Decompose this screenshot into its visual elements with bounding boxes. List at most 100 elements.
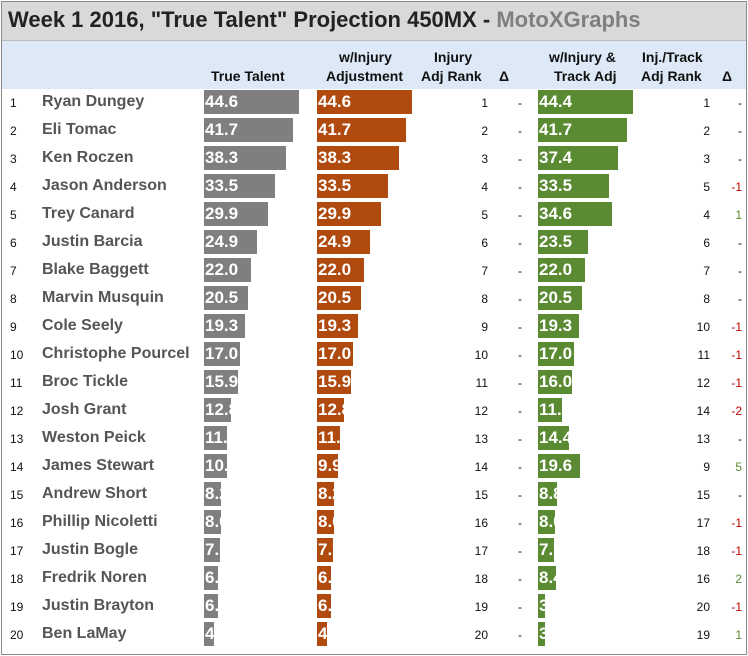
row-index: 20 (10, 628, 24, 642)
injury-rank-delta: - (518, 96, 522, 110)
label-injury-adjustment: 22.0 (318, 260, 352, 279)
label-true-talent: 10.9 (205, 456, 239, 475)
row-index: 3 (10, 152, 17, 166)
track-adj-rank: 18 (696, 544, 710, 558)
track-rank-delta: - (738, 264, 742, 278)
label-true-talent: 7.7 (205, 540, 229, 559)
injury-adj-rank: 15 (474, 488, 488, 502)
label-track-adjustment: 44.4 (539, 92, 573, 111)
track-rank-delta: -1 (731, 320, 742, 334)
bar-true-talent (204, 118, 293, 142)
bar-injury-adjustment (317, 314, 358, 338)
injury-rank-delta: - (518, 544, 522, 558)
track-adj-rank: 6 (703, 236, 710, 250)
bar-injury-adjustment (317, 510, 334, 534)
header-track-rank-line1: Inj./Track (642, 49, 703, 65)
track-rank-delta: -1 (731, 376, 742, 390)
injury-rank-delta: - (518, 432, 522, 446)
injury-rank-delta: - (518, 376, 522, 390)
bar-injury-adjustment (317, 342, 353, 366)
row-index: 2 (10, 124, 17, 138)
injury-adj-rank: 10 (474, 348, 488, 362)
label-injury-adjustment: 20.5 (318, 288, 352, 307)
header-injury-rank-line1: Injury (434, 49, 473, 65)
label-injury-adjustment: 9.9 (318, 456, 342, 475)
rider-name: Weston Peick (42, 429, 146, 446)
bar-track-adjustment (538, 342, 574, 366)
bar-injury-adjustment (317, 146, 399, 170)
label-track-adjustment: 20.5 (539, 288, 573, 307)
rider-name: Ben LaMay (42, 625, 127, 642)
bar-track-adjustment (538, 454, 580, 478)
label-true-talent: 41.7 (205, 120, 239, 139)
label-track-adjustment: 8.0 (539, 512, 563, 531)
bar-true-talent (204, 258, 251, 282)
row-index: 5 (10, 208, 17, 222)
bar-true-talent (204, 90, 299, 114)
bar-true-talent (204, 314, 245, 338)
header-injury-rank-line2: Adj Rank (421, 68, 482, 84)
track-rank-delta: -1 (731, 544, 742, 558)
injury-rank-delta: - (518, 236, 522, 250)
bar-track-adjustment (538, 230, 588, 254)
bar-track-adjustment (538, 398, 562, 422)
bar-true-talent (204, 622, 214, 646)
row-index: 17 (10, 544, 24, 558)
rider-name: Cole Seely (42, 317, 123, 334)
bar-injury-adjustment (317, 202, 381, 226)
track-rank-delta: 1 (735, 208, 742, 222)
header-injury-adj-line1: w/Injury (339, 49, 392, 65)
label-track-adjustment: 23.5 (539, 232, 573, 251)
label-true-talent: 19.3 (205, 316, 239, 335)
header-true-talent: True Talent (211, 68, 285, 84)
injury-adj-rank: 20 (474, 628, 488, 642)
label-injury-adjustment: 8.2 (318, 484, 342, 503)
label-track-adjustment: 11.3 (539, 400, 572, 419)
row-index: 16 (10, 516, 24, 530)
track-rank-delta: - (738, 124, 742, 138)
label-true-talent: 4.7 (205, 624, 229, 643)
track-rank-delta: - (738, 152, 742, 166)
bar-true-talent (204, 482, 221, 506)
injury-adj-rank: 14 (474, 460, 488, 474)
injury-adj-rank: 12 (474, 404, 488, 418)
row-index: 1 (10, 96, 17, 110)
injury-rank-delta: - (518, 320, 522, 334)
rider-name: Christophe Pourcel (42, 345, 190, 362)
injury-adj-rank: 19 (474, 600, 488, 614)
track-rank-delta: -1 (731, 180, 742, 194)
label-injury-adjustment: 29.9 (318, 204, 352, 223)
label-track-adjustment: 16.0 (539, 372, 573, 391)
label-injury-adjustment: 41.7 (318, 120, 352, 139)
bar-injury-adjustment (317, 622, 327, 646)
track-adj-rank: 11 (697, 348, 710, 362)
header-track-adj-line1: w/Injury & (549, 49, 616, 65)
rider-name: Justin Brayton (42, 597, 155, 614)
track-rank-delta: -1 (731, 516, 742, 530)
label-track-adjustment: 7.7 (539, 540, 563, 559)
bar-true-talent (204, 174, 275, 198)
bar-track-adjustment (538, 594, 545, 618)
row-index: 7 (10, 264, 17, 278)
injury-rank-delta: - (518, 488, 522, 502)
injury-rank-delta: - (518, 516, 522, 530)
rider-name: Ryan Dungey (42, 93, 145, 110)
injury-rank-delta: - (518, 572, 522, 586)
rider-name: Blake Baggett (42, 261, 149, 278)
label-true-talent: 6.7 (205, 568, 229, 587)
label-track-adjustment: 17.0 (539, 344, 573, 363)
row-index: 15 (10, 488, 24, 502)
label-injury-adjustment: 15.9 (318, 372, 352, 391)
label-track-adjustment: 34.6 (539, 204, 573, 223)
row-index: 18 (10, 572, 24, 586)
bar-track-adjustment (538, 174, 609, 198)
track-adj-rank: 17 (696, 516, 710, 530)
bar-track-adjustment (538, 566, 556, 590)
bar-injury-adjustment (317, 454, 338, 478)
bar-injury-adjustment (317, 90, 412, 114)
rider-name: James Stewart (42, 457, 155, 474)
label-injury-adjustment: 44.6 (318, 92, 352, 111)
bar-true-talent (204, 538, 220, 562)
header-delta-injury: Δ (499, 68, 510, 84)
injury-adj-rank: 11 (475, 376, 488, 390)
